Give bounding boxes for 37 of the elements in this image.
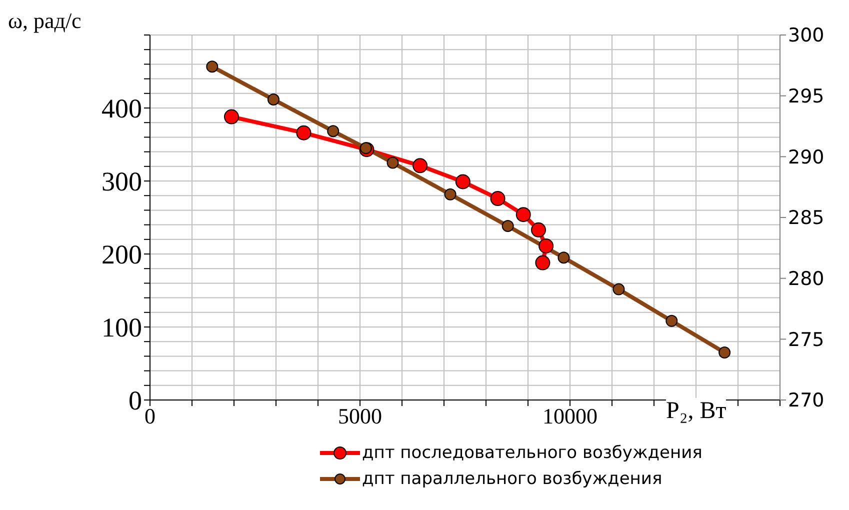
point (296, 125, 312, 140)
y2-tick-label: 275 (788, 328, 824, 351)
legend-label: дпт параллельного возбуждения (362, 469, 662, 489)
y-tick-label: 100 (102, 312, 142, 343)
point (516, 207, 531, 222)
point (612, 283, 625, 296)
y-tick-label: 400 (102, 94, 142, 124)
point (386, 156, 399, 169)
point (502, 220, 514, 232)
point (538, 238, 554, 254)
legend-label: дпт последовательного возбуждения (362, 443, 702, 463)
y2-tick-label: 295 (788, 86, 824, 108)
point (490, 191, 506, 206)
y-tick-label: 200 (102, 240, 142, 270)
y2-tick-label: 300 (788, 24, 824, 47)
y-tick-label: 300 (102, 166, 142, 197)
point (224, 109, 239, 124)
point (267, 93, 280, 106)
point (455, 174, 470, 190)
y2-tick-label: 280 (788, 268, 824, 290)
x-tick-label: 5000 (338, 404, 382, 429)
point (558, 252, 570, 264)
y2-tick-label: 290 (788, 146, 824, 168)
point (531, 222, 546, 238)
point (360, 142, 372, 154)
x-axis-title: P₂, Вт (666, 398, 726, 425)
point (206, 60, 218, 73)
point (327, 125, 340, 138)
point (412, 158, 428, 174)
y-axis-title: ω, рад/с (8, 8, 82, 34)
y2-tick-label: 270 (788, 390, 824, 412)
point (666, 314, 678, 327)
y2-tick-label: 285 (788, 207, 824, 230)
x-tick-label: 10000 (542, 404, 598, 429)
point (535, 255, 550, 270)
point (444, 188, 456, 200)
point (718, 346, 731, 359)
